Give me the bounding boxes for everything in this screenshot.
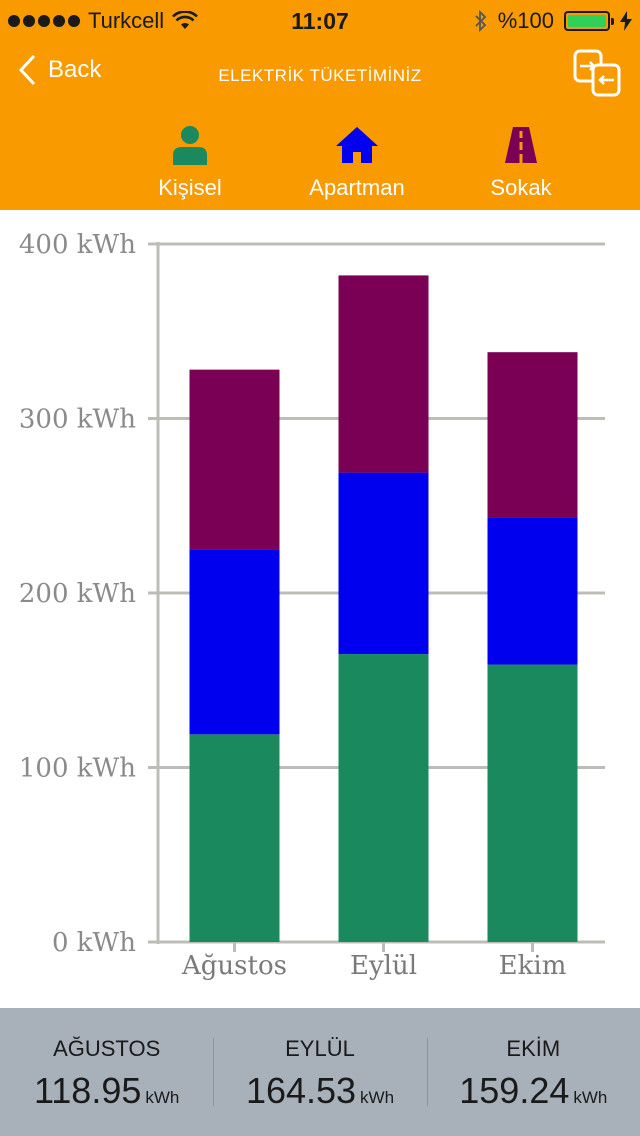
summary-month: EKİM <box>506 1036 561 1061</box>
bar-segment <box>189 734 280 942</box>
wifi-icon <box>172 11 199 29</box>
y-tick-label: 200 kWh <box>19 579 136 609</box>
y-tick-label: 0 kWh <box>52 928 136 958</box>
summary-value: 159.24 <box>459 1070 570 1111</box>
summary-value: 164.53 <box>245 1070 357 1111</box>
status-right: %100 <box>474 8 632 34</box>
battery-icon <box>564 11 614 31</box>
tab-kisisel-label: Kişisel <box>158 175 222 200</box>
tab-sokak[interactable]: Sokak <box>441 125 601 201</box>
battery-percent: %100 <box>497 8 554 33</box>
x-category-label: Ekim <box>499 951 567 981</box>
bar-segment <box>487 517 578 665</box>
navigation-bar: Back ELEKTRİK TÜKETİMİNİZ <box>0 40 640 110</box>
bar-segment <box>189 369 280 550</box>
bar-segment <box>338 472 429 655</box>
status-time: 11:07 <box>291 8 349 34</box>
bar-segment <box>338 275 429 473</box>
bar-segment <box>338 654 429 942</box>
back-label: Back <box>48 56 102 83</box>
y-tick-label: 400 kWh <box>19 230 136 260</box>
summary-ekim: EKİM 159.24 kWh <box>426 1008 640 1136</box>
summary-month: AĞUSTOS <box>53 1036 161 1061</box>
bar-segment <box>189 549 280 735</box>
tab-sokak-label: Sokak <box>490 175 552 200</box>
bluetooth-icon <box>475 10 486 32</box>
summary-value: 118.95 <box>33 1070 142 1111</box>
tab-kisisel[interactable]: Kişisel <box>110 125 270 201</box>
back-button[interactable]: Back <box>18 54 101 86</box>
street-icon <box>505 127 537 163</box>
summary-agustos: AĞUSTOS 118.95 kWh <box>0 1008 213 1136</box>
consumption-chart: 0 kWh 100 kWh 200 kWh 300 kWh 400 kWh Ağustos… <box>19 230 605 981</box>
bar-segment <box>487 352 578 518</box>
summary-eylul: EYLÜL 164.53 kWh <box>213 1008 426 1136</box>
summary-unit: kWh <box>360 1088 395 1107</box>
charging-icon <box>620 11 632 31</box>
page-title: ELEKTRİK TÜKETİMİNİZ <box>218 66 422 85</box>
x-category-label: Ağustos <box>181 951 287 981</box>
summary-unit: kWh <box>573 1088 608 1107</box>
signal-strength-icon <box>8 15 80 27</box>
carrier-name: Turkcell <box>88 8 165 33</box>
status-left: Turkcell <box>8 8 199 34</box>
tab-apartman[interactable]: Apartman <box>277 125 437 201</box>
person-icon <box>173 126 207 165</box>
status-bar: Turkcell 11:07 %100 <box>0 0 640 40</box>
summary-footer: AĞUSTOS 118.95 kWh EYLÜL 164.53 kWh EKİM 1… <box>0 1008 640 1136</box>
summary-unit: kWh <box>145 1088 180 1107</box>
bar-segment <box>487 664 578 942</box>
house-icon <box>336 127 378 163</box>
x-category-label: Eylül <box>350 951 417 981</box>
category-tabs: Kişisel Apartman Sokak <box>0 125 640 205</box>
tab-apartman-label: Apartman <box>309 175 405 200</box>
chevron-left-icon <box>18 54 36 86</box>
y-tick-label: 300 kWh <box>19 405 136 435</box>
header-bar: Turkcell 11:07 %100 Back ELEKTR <box>0 0 640 210</box>
summary-month: EYLÜL <box>285 1036 355 1061</box>
switch-view-icon[interactable] <box>572 48 622 98</box>
y-tick-label: 100 kWh <box>19 754 136 784</box>
